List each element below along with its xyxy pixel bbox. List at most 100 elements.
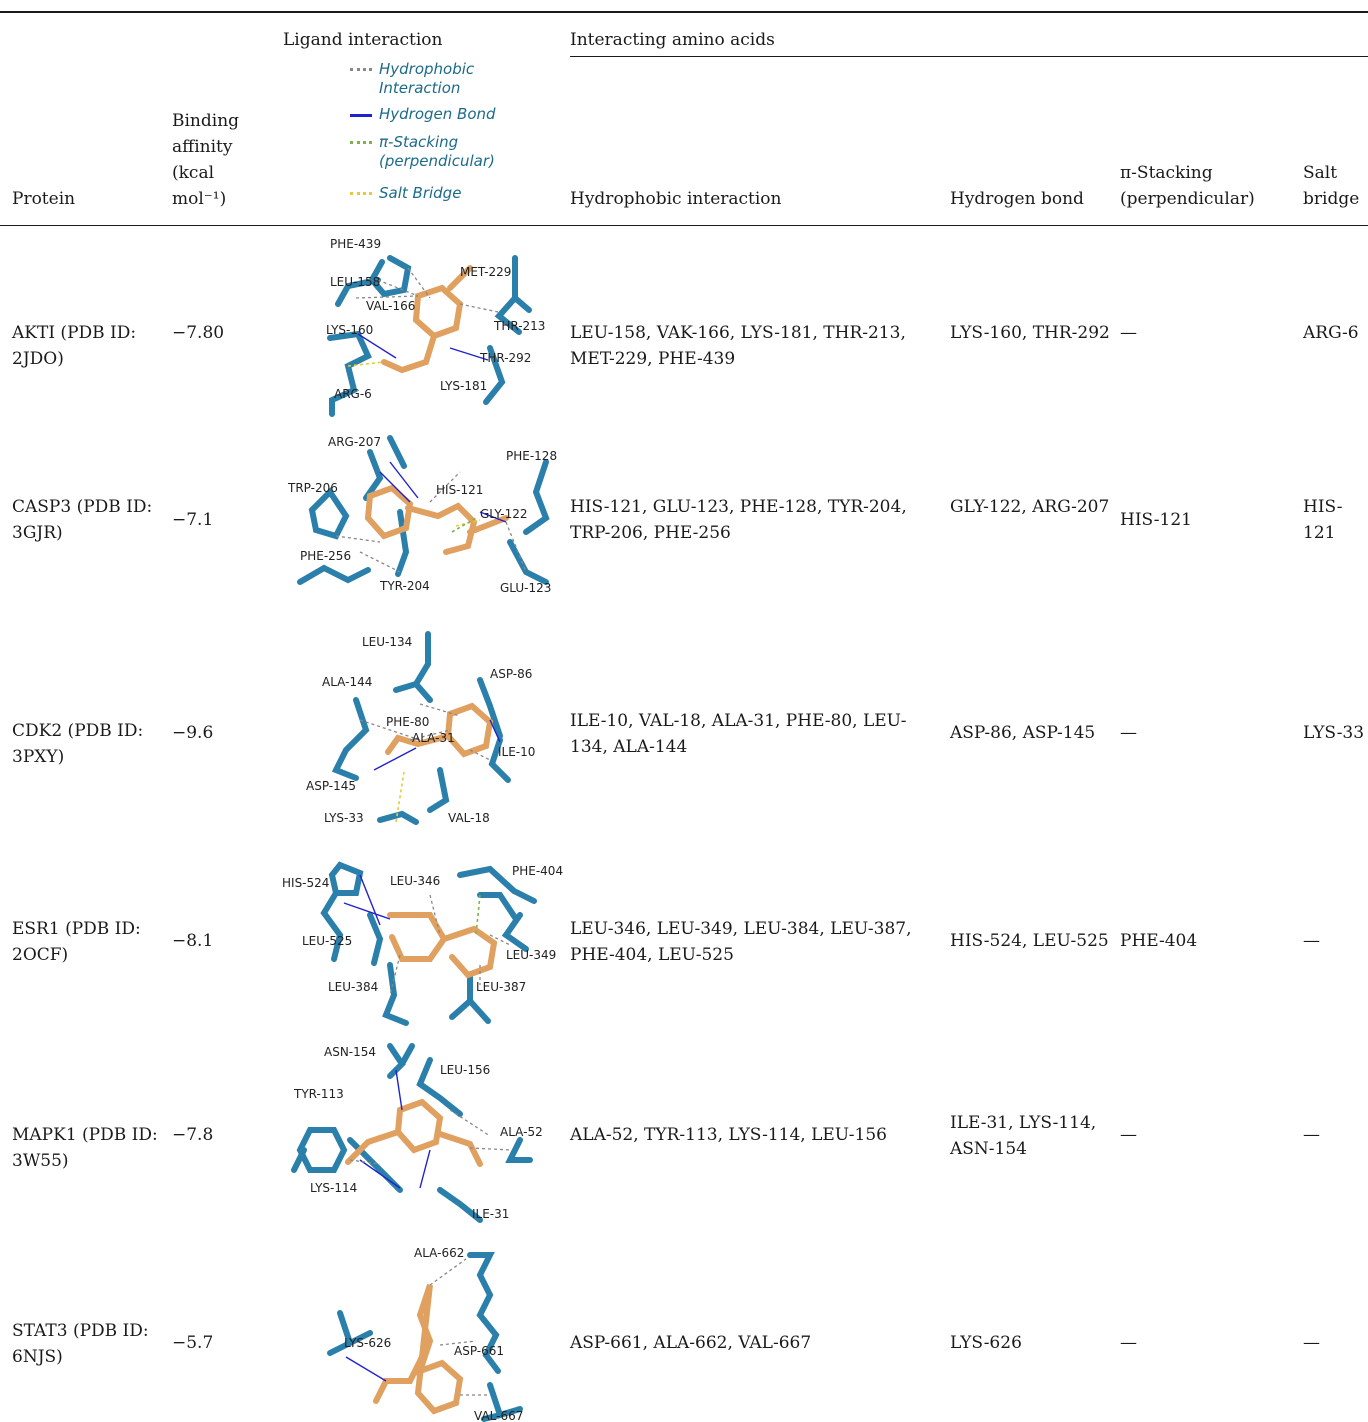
casp3-label-3: HIS-121 xyxy=(436,483,483,497)
mapk1-label-4: LYS-114 xyxy=(310,1181,357,1195)
akti-label-1: LEU-158 xyxy=(330,275,380,289)
row-stat3-hydrophobic: ASP-661, ALA-662, VAL-667 xyxy=(570,1333,812,1353)
header-pi-stacking: π-Stacking (perpendicular) xyxy=(1120,163,1255,209)
cdk2-label-4: ALA-31 xyxy=(412,731,455,745)
cdk2-label-1: ALA-144 xyxy=(322,675,372,689)
legend-swatch-hydrophobic xyxy=(350,68,372,71)
row-stat3-docking-figure: ALA-662 LYS-626 ASP-661 VAL-667 xyxy=(310,1245,550,1422)
header-salt-bridge: Salt bridge xyxy=(1303,163,1360,209)
esr1-label-1: HIS-524 xyxy=(282,876,329,890)
row-mapk1-pi: — xyxy=(1120,1125,1137,1145)
row-mapk1-hydrogen: ILE-31, LYS-114, ASN-154 xyxy=(950,1113,1097,1159)
stat3-label-1: LYS-626 xyxy=(344,1336,391,1350)
akti-label-4: LYS-160 xyxy=(326,323,373,337)
row-stat3-affinity: −5.7 xyxy=(172,1333,214,1353)
row-akti-docking-figure: PHE-439 LEU-158 VAL-166 MET-229 LYS-160 … xyxy=(300,237,545,418)
stat3-docking-svg: ALA-662 LYS-626 ASP-661 VAL-667 xyxy=(327,1246,523,1422)
row-stat3-salt: — xyxy=(1303,1333,1320,1353)
row-cdk2-hydrogen: ASP-86, ASP-145 xyxy=(950,723,1096,743)
row-esr1-salt: — xyxy=(1303,931,1320,951)
cdk2-label-7: LYS-33 xyxy=(324,811,364,825)
row-cdk2-protein: CDK2 (PDB ID: 3PXY) xyxy=(12,721,144,767)
legend-hydrophobic-label: Hydrophobic Interaction xyxy=(379,60,475,97)
esr1-label-4: LEU-349 xyxy=(506,948,556,962)
header-ligand-interaction: Ligand interaction xyxy=(283,30,443,50)
interaction-legend: Hydrophobic Interaction Hydrogen Bond π-… xyxy=(350,60,550,210)
row-mapk1-affinity: −7.8 xyxy=(172,1125,214,1145)
row-casp3-affinity: −7.1 xyxy=(172,510,214,530)
row-cdk2-salt: LYS-33 xyxy=(1303,723,1365,743)
legend-pi-label: π-Stacking (perpendicular) xyxy=(379,133,495,170)
row-casp3-salt: HIS-121 xyxy=(1303,497,1343,543)
akti-label-8: ARG-6 xyxy=(334,387,372,401)
casp3-label-1: PHE-128 xyxy=(506,449,557,463)
cdk2-label-6: ASP-145 xyxy=(306,779,356,793)
esr1-label-5: LEU-384 xyxy=(328,980,378,994)
row-esr1-hydrogen: HIS-524, LEU-525 xyxy=(950,931,1109,951)
esr1-label-6: LEU-387 xyxy=(476,980,526,994)
casp3-label-7: GLU-123 xyxy=(500,581,551,595)
row-cdk2-affinity: −9.6 xyxy=(172,723,214,743)
row-casp3-hydrophobic: HIS-121, GLU-123, PHE-128, TYR-204, TRP-… xyxy=(570,497,907,543)
header-binding-affinity-text: Binding affinity (kcal mol⁻¹) xyxy=(172,111,240,209)
row-mapk1-salt: — xyxy=(1303,1125,1320,1145)
stat3-label-2: ASP-661 xyxy=(454,1344,504,1358)
mapk1-label-1: LEU-156 xyxy=(440,1063,490,1077)
esr1-label-2: LEU-346 xyxy=(390,874,440,888)
legend-swatch-salt xyxy=(350,192,372,195)
akti-label-2: VAL-166 xyxy=(366,299,415,313)
akti-label-6: THR-292 xyxy=(479,351,531,365)
row-cdk2-hydrophobic: ILE-10, VAL-18, ALA-31, PHE-80, LEU-134,… xyxy=(570,711,907,757)
row-esr1-docking-figure: PHE-404 HIS-524 LEU-346 LEU-525 LEU-349 … xyxy=(280,855,570,1030)
row-stat3-hydrogen: LYS-626 xyxy=(950,1333,1022,1353)
legend-hydrogen-label: Hydrogen Bond xyxy=(379,105,496,123)
row-casp3-docking-figure: ARG-207 PHE-128 TRP-206 HIS-121 GLY-122 … xyxy=(280,432,560,602)
header-binding-affinity: Binding affinity (kcal mol⁻¹) xyxy=(172,108,262,212)
casp3-docking-svg: ARG-207 PHE-128 TRP-206 HIS-121 GLY-122 … xyxy=(287,435,557,595)
row-esr1-protein: ESR1 (PDB ID: 2OCF) xyxy=(12,919,141,965)
stat3-label-3: VAL-667 xyxy=(474,1409,523,1422)
row-casp3-hydrogen: GLY-122, ARG-207 xyxy=(950,497,1110,517)
akti-label-3: MET-229 xyxy=(460,265,511,279)
cdk2-label-8: VAL-18 xyxy=(448,811,490,825)
mapk1-label-3: ALA-52 xyxy=(500,1125,543,1139)
casp3-label-6: TYR-204 xyxy=(379,579,430,593)
header-hydrogen: Hydrogen bond xyxy=(950,189,1084,209)
header-bottom-rule xyxy=(0,225,1368,226)
mapk1-label-2: TYR-113 xyxy=(293,1087,344,1101)
akti-label-0: PHE-439 xyxy=(330,237,381,251)
header-hydrophobic: Hydrophobic interaction xyxy=(570,189,782,209)
row-akti-pi: — xyxy=(1120,323,1137,343)
row-mapk1-protein: MAPK1 (PDB ID: 3W55) xyxy=(12,1125,158,1171)
casp3-label-0: ARG-207 xyxy=(328,435,381,449)
row-akti-hydrophobic: LEU-158, VAK-166, LYS-181, THR-213, MET-… xyxy=(570,323,906,369)
esr1-label-3: LEU-525 xyxy=(302,934,352,948)
legend-salt-label: Salt Bridge xyxy=(379,184,462,202)
akti-label-7: LYS-181 xyxy=(440,379,487,393)
cdk2-label-0: LEU-134 xyxy=(362,635,412,649)
casp3-label-4: GLY-122 xyxy=(480,507,528,521)
group-rule xyxy=(570,56,1368,57)
row-esr1-affinity: −8.1 xyxy=(172,931,214,951)
cdk2-docking-svg: LEU-134 ALA-144 ASP-86 PHE-80 ALA-31 ILE… xyxy=(306,631,535,825)
header-protein: Protein xyxy=(12,189,76,209)
row-mapk1-hydrophobic: ALA-52, TYR-113, LYS-114, LEU-156 xyxy=(570,1125,887,1145)
mapk1-docking-svg: ASN-154 LEU-156 TYR-113 ALA-52 LYS-114 I… xyxy=(291,1043,543,1223)
row-mapk1-docking-figure: ASN-154 LEU-156 TYR-113 ALA-52 LYS-114 I… xyxy=(290,1040,560,1230)
legend-swatch-pi xyxy=(350,141,372,144)
esr1-label-0: PHE-404 xyxy=(512,864,563,878)
cdk2-label-3: PHE-80 xyxy=(386,715,429,729)
akti-docking-svg: PHE-439 LEU-158 VAL-166 MET-229 LYS-160 … xyxy=(326,237,545,417)
row-akti-affinity: −7.80 xyxy=(172,323,225,343)
casp3-label-2: TRP-206 xyxy=(287,481,338,495)
row-esr1-hydrophobic: LEU-346, LEU-349, LEU-384, LEU-387, PHE-… xyxy=(570,919,912,965)
casp3-label-5: PHE-256 xyxy=(300,549,351,563)
row-akti-hydrogen: LYS-160, THR-292 xyxy=(950,323,1110,343)
akti-label-5: THR-213 xyxy=(493,319,545,333)
row-casp3-pi: HIS-121 xyxy=(1120,510,1193,530)
row-stat3-pi: — xyxy=(1120,1333,1137,1353)
cdk2-label-5: ILE-10 xyxy=(498,745,535,759)
row-stat3-protein: STAT3 (PDB ID: 6NJS) xyxy=(12,1321,149,1367)
esr1-docking-svg: PHE-404 HIS-524 LEU-346 LEU-525 LEU-349 … xyxy=(282,861,563,1026)
row-esr1-pi: PHE-404 xyxy=(1120,931,1198,951)
